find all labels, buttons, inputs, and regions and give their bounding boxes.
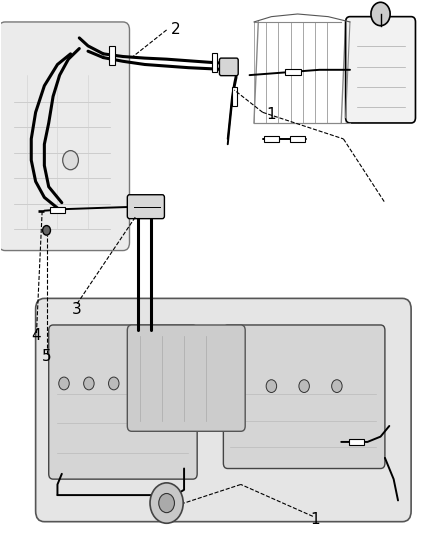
Bar: [49, 207, 65, 213]
FancyBboxPatch shape: [0, 22, 130, 251]
Circle shape: [158, 377, 169, 390]
Bar: [110, 46, 115, 65]
Bar: [264, 136, 279, 142]
Text: 4: 4: [31, 328, 40, 343]
Circle shape: [63, 151, 78, 169]
Bar: [232, 87, 237, 106]
Circle shape: [150, 483, 183, 523]
Circle shape: [84, 377, 94, 390]
Bar: [286, 69, 301, 75]
Bar: [212, 53, 217, 72]
FancyBboxPatch shape: [223, 325, 385, 469]
Text: 1: 1: [310, 512, 320, 527]
Circle shape: [332, 379, 342, 392]
Circle shape: [233, 379, 244, 392]
Circle shape: [109, 377, 119, 390]
Text: 1: 1: [267, 108, 276, 123]
FancyBboxPatch shape: [346, 17, 416, 123]
FancyBboxPatch shape: [35, 298, 411, 522]
FancyBboxPatch shape: [49, 325, 197, 479]
Circle shape: [159, 494, 174, 513]
Circle shape: [134, 377, 144, 390]
Text: 3: 3: [72, 302, 82, 317]
FancyBboxPatch shape: [127, 325, 245, 431]
Bar: [349, 439, 364, 445]
Circle shape: [59, 377, 69, 390]
Bar: [290, 136, 305, 142]
Circle shape: [299, 379, 309, 392]
Text: 5: 5: [42, 349, 51, 365]
FancyBboxPatch shape: [127, 195, 164, 219]
FancyBboxPatch shape: [219, 58, 238, 76]
Circle shape: [371, 2, 390, 26]
Text: 2: 2: [170, 22, 180, 37]
Circle shape: [42, 225, 50, 235]
Circle shape: [266, 379, 277, 392]
